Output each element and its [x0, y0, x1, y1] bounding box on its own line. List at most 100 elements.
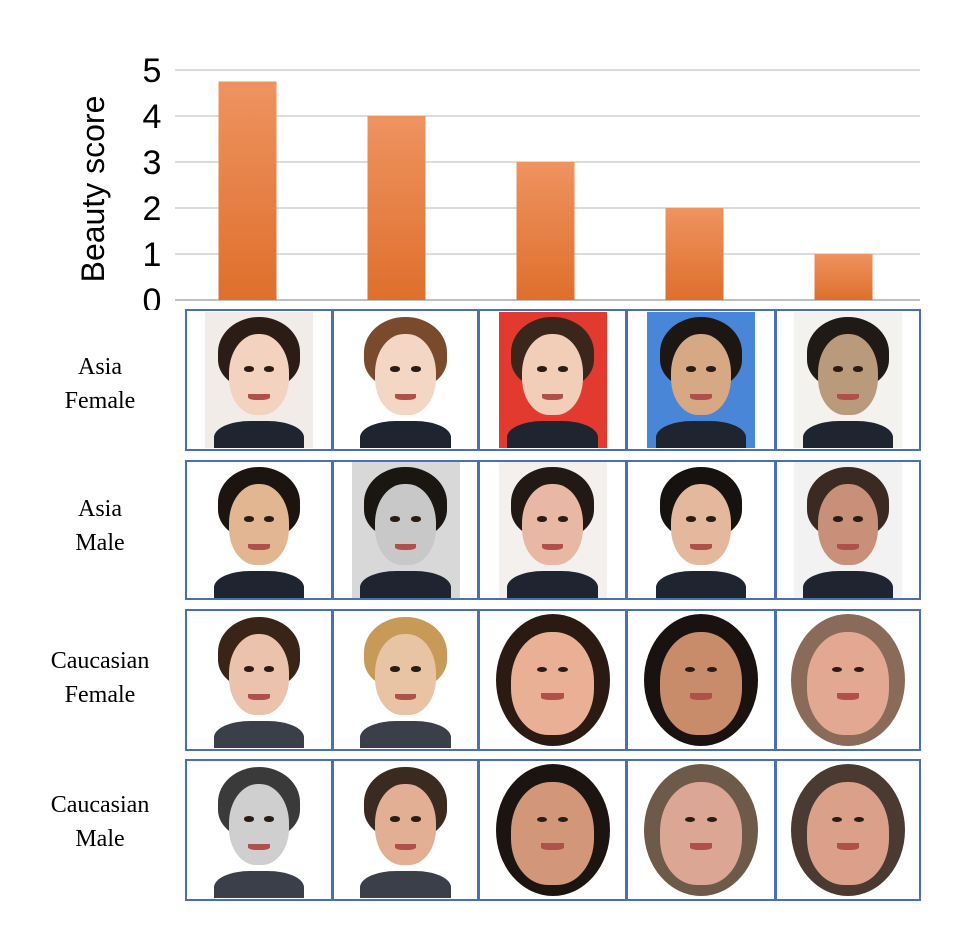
eye-shape — [832, 666, 843, 673]
row-label-line2: Male — [75, 530, 125, 556]
row-label-caucasian-male: Caucasian Male — [20, 788, 180, 856]
mouth-shape — [837, 543, 859, 551]
row-label-line1: Caucasian — [50, 792, 150, 818]
mouth-shape — [690, 543, 712, 551]
shoulders-shape — [213, 720, 305, 748]
face-cell-asia-male-1 — [185, 460, 333, 600]
eye-shape — [558, 816, 569, 823]
face-photo — [205, 312, 313, 448]
eye-shape — [264, 666, 275, 672]
row-label-line1: Asia — [78, 496, 122, 522]
mouth-shape — [690, 393, 712, 401]
eye-shape — [410, 816, 421, 822]
face-cell-caucasian-male-4 — [626, 759, 776, 901]
face-photo — [647, 462, 755, 598]
row-label-caucasian-female: Caucasian Female — [20, 644, 180, 712]
y-tick-label: 2 — [143, 190, 162, 228]
mouth-shape — [836, 693, 860, 700]
shoulders-shape — [213, 570, 305, 598]
eye-shape — [832, 516, 843, 522]
eye-shape — [243, 516, 254, 522]
shoulders-shape — [360, 870, 451, 898]
mouth-shape — [248, 543, 270, 551]
face-shape — [375, 633, 436, 716]
face-photo — [351, 762, 460, 898]
row-label-line2: Male — [75, 826, 125, 852]
face-photo — [498, 312, 607, 448]
bar-1 — [218, 81, 277, 300]
face-shape — [659, 632, 743, 736]
face-cell-caucasian-male-3 — [478, 759, 627, 901]
eye-shape — [685, 516, 696, 522]
y-tick-label: 3 — [143, 144, 162, 182]
face-cell-caucasian-female-2 — [332, 609, 479, 751]
eye-shape — [410, 666, 421, 672]
face-photo — [351, 312, 460, 448]
face-cell-asia-female-3 — [478, 309, 627, 451]
mouth-shape — [394, 693, 417, 701]
face-shape — [670, 483, 732, 566]
eye-shape — [706, 816, 717, 823]
bar-4 — [665, 208, 724, 300]
face-cell-asia-male-4 — [626, 460, 776, 600]
mouth-shape — [836, 843, 860, 850]
eye-shape — [557, 366, 568, 372]
face-shape — [670, 333, 732, 416]
face-photo — [791, 764, 905, 896]
face-shape — [511, 632, 594, 736]
y-tick-label: 4 — [143, 98, 162, 136]
shoulders-shape — [213, 420, 305, 448]
mouth-shape — [248, 393, 270, 401]
eye-shape — [537, 516, 548, 522]
mouth-shape — [394, 393, 417, 401]
shoulders-shape — [360, 420, 451, 448]
face-shape — [522, 333, 583, 416]
face-cell-caucasian-male-2 — [332, 759, 479, 901]
eye-shape — [832, 816, 843, 823]
eye-shape — [264, 366, 275, 372]
face-photo — [498, 462, 607, 598]
face-photo — [794, 462, 902, 598]
mouth-shape — [541, 543, 564, 551]
face-shape — [806, 632, 890, 736]
face-cell-asia-male-5 — [775, 460, 921, 600]
row-label-line2: Female — [64, 388, 136, 414]
eye-shape — [685, 816, 696, 823]
face-cell-caucasian-female-4 — [626, 609, 776, 751]
face-photo — [791, 614, 905, 746]
face-photo — [794, 312, 902, 448]
mouth-shape — [689, 843, 713, 850]
mouth-shape — [689, 693, 713, 700]
face-shape — [511, 782, 594, 886]
mouth-shape — [248, 693, 270, 701]
shoulders-shape — [213, 870, 305, 898]
mouth-shape — [837, 393, 859, 401]
eye-shape — [390, 366, 401, 372]
shoulders-shape — [802, 420, 894, 448]
eye-shape — [390, 516, 401, 522]
face-shape — [228, 633, 290, 716]
eye-shape — [706, 516, 717, 522]
face-shape — [659, 782, 743, 886]
face-shape — [522, 483, 583, 566]
eye-shape — [390, 816, 401, 822]
face-shape — [375, 483, 436, 566]
shoulders-shape — [507, 570, 598, 598]
eye-shape — [410, 366, 421, 372]
face-shape — [817, 333, 879, 416]
eye-shape — [685, 666, 696, 673]
face-photo — [644, 764, 758, 896]
mouth-shape — [394, 843, 417, 851]
face-cell-asia-male-3 — [478, 460, 627, 600]
eye-shape — [243, 366, 254, 372]
eye-shape — [537, 366, 548, 372]
face-photo — [495, 764, 610, 896]
face-cell-caucasian-female-1 — [185, 609, 333, 751]
eye-shape — [243, 666, 254, 672]
face-cell-asia-female-1 — [185, 309, 333, 451]
face-cell-asia-female-5 — [775, 309, 921, 451]
eye-shape — [557, 516, 568, 522]
eye-shape — [853, 366, 864, 372]
face-shape — [228, 783, 290, 866]
face-cell-caucasian-female-5 — [775, 609, 921, 751]
